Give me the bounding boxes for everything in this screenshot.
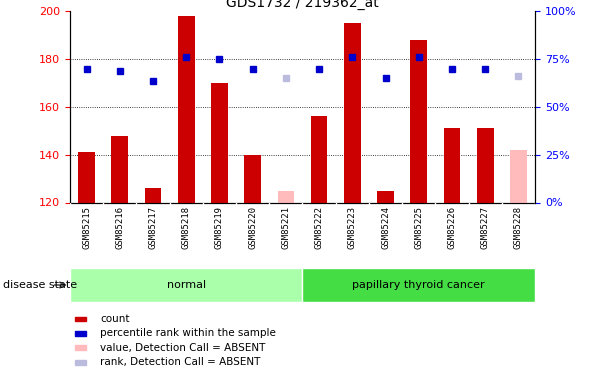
Bar	[444, 128, 460, 202]
Text: GSM85217: GSM85217	[148, 206, 157, 249]
Text: GSM85220: GSM85220	[248, 206, 257, 249]
Bar	[302, 268, 535, 302]
Bar	[410, 40, 427, 203]
Bar	[344, 23, 361, 202]
Text: disease state: disease state	[3, 280, 77, 290]
Bar	[510, 150, 527, 202]
Bar	[75, 345, 86, 350]
Text: GSM85219: GSM85219	[215, 206, 224, 249]
Text: GSM85228: GSM85228	[514, 206, 523, 249]
Bar	[75, 360, 86, 364]
Bar	[145, 188, 161, 202]
Text: GSM85215: GSM85215	[82, 206, 91, 249]
Text: rank, Detection Call = ABSENT: rank, Detection Call = ABSENT	[100, 357, 260, 367]
Bar	[178, 16, 195, 203]
Bar	[70, 268, 302, 302]
Text: value, Detection Call = ABSENT: value, Detection Call = ABSENT	[100, 343, 266, 353]
Text: papillary thyroid cancer: papillary thyroid cancer	[353, 280, 485, 290]
Bar	[244, 154, 261, 203]
Text: percentile rank within the sample: percentile rank within the sample	[100, 328, 276, 339]
Bar	[278, 190, 294, 202]
Text: GSM85226: GSM85226	[447, 206, 457, 249]
Text: GSM85221: GSM85221	[282, 206, 291, 249]
Bar	[377, 190, 394, 202]
Text: GSM85218: GSM85218	[182, 206, 191, 249]
Text: count: count	[100, 314, 130, 324]
Text: GSM85223: GSM85223	[348, 206, 357, 249]
Bar	[75, 316, 86, 321]
Text: GSM85222: GSM85222	[314, 206, 323, 249]
Text: GSM85216: GSM85216	[116, 206, 124, 249]
Bar	[211, 83, 228, 203]
Title: GDS1732 / 219362_at: GDS1732 / 219362_at	[226, 0, 379, 10]
Text: GSM85224: GSM85224	[381, 206, 390, 249]
Bar	[75, 331, 86, 336]
Bar	[111, 136, 128, 202]
Bar	[311, 116, 327, 202]
Text: GSM85227: GSM85227	[481, 206, 489, 249]
Text: normal: normal	[167, 280, 206, 290]
Bar	[78, 152, 95, 202]
Bar	[477, 128, 494, 202]
Text: GSM85225: GSM85225	[414, 206, 423, 249]
